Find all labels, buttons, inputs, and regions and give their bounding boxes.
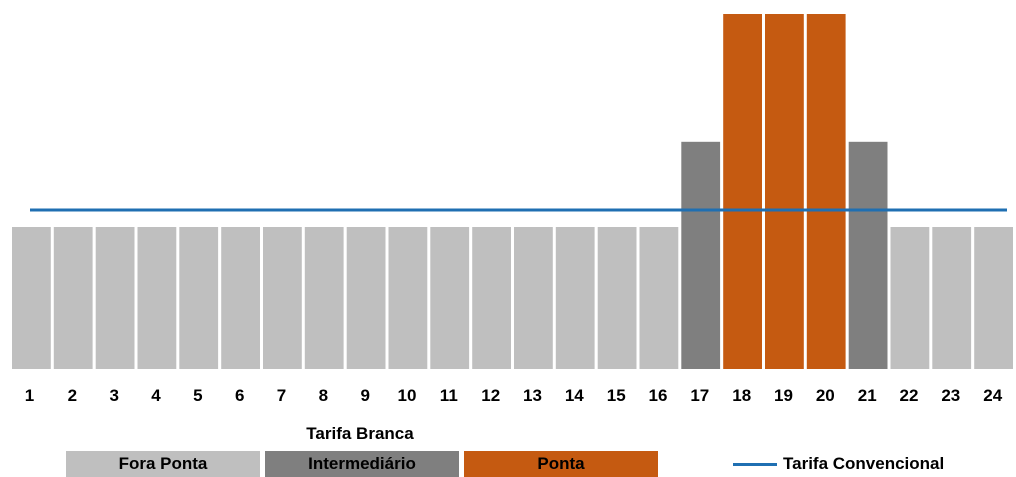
bar-hour-20 bbox=[806, 14, 846, 369]
legend-fora-ponta-label: Fora Ponta bbox=[118, 454, 208, 473]
bar-hour-5 bbox=[179, 227, 219, 369]
x-tick-label: 18 bbox=[732, 386, 751, 405]
x-tick-label: 2 bbox=[68, 386, 77, 405]
x-tick-label: 1 bbox=[25, 386, 34, 405]
x-tick-label: 22 bbox=[900, 386, 919, 405]
tariff-chart: 1 2 3 4 5 6 7 8 9 10 11 12 13 14 15 16 17 18 19 20 21 22 23 24 … bbox=[12, 14, 1013, 443]
bar-hour-7 bbox=[263, 227, 302, 369]
bar-hour-6 bbox=[221, 227, 260, 369]
bar-hour-3 bbox=[95, 227, 135, 369]
x-tick-label: 17 bbox=[690, 386, 709, 405]
legend-intermediario-label: Intermediário bbox=[308, 454, 416, 473]
x-tick-label: 8 bbox=[319, 386, 328, 405]
bar-hour-14 bbox=[555, 227, 595, 369]
bar-hour-24 bbox=[974, 227, 1013, 369]
legend-tarifa-convencional-label: Tarifa Convencional bbox=[783, 454, 945, 473]
bar-hour-18 bbox=[723, 14, 762, 369]
x-tick-labels: 1 2 3 4 5 6 7 8 9 10 11 12 13 14 15 16 17 18 19 20 21 22 23 24 bbox=[25, 386, 1003, 405]
legend-tarifa-convencional: Tarifa Convencional bbox=[733, 451, 1013, 477]
x-tick-label: 15 bbox=[607, 386, 626, 405]
bar-hour-4 bbox=[137, 227, 177, 369]
x-tick-label: 13 bbox=[523, 386, 542, 405]
bar-hour-23 bbox=[932, 227, 972, 369]
x-tick-label: 23 bbox=[941, 386, 960, 405]
bar-hour-8 bbox=[304, 227, 344, 369]
bar-hour-17 bbox=[681, 141, 721, 369]
bar-hour-1 bbox=[12, 227, 51, 369]
x-tick-label: 21 bbox=[858, 386, 877, 405]
x-tick-label: 7 bbox=[277, 386, 286, 405]
legend-ponta-label: Ponta bbox=[537, 454, 585, 473]
x-axis-title: Tarifa Branca bbox=[306, 424, 414, 443]
legend-line-swatch bbox=[733, 462, 777, 466]
x-tick-label: 16 bbox=[649, 386, 668, 405]
bar-hour-2 bbox=[53, 227, 93, 369]
x-tick-label: 9 bbox=[360, 386, 369, 405]
x-tick-label: 4 bbox=[151, 386, 161, 405]
x-tick-label: 14 bbox=[565, 386, 584, 405]
bar-hour-15 bbox=[597, 227, 637, 369]
bar-hour-16 bbox=[639, 227, 679, 369]
x-tick-label: 11 bbox=[440, 386, 458, 405]
x-tick-label: 12 bbox=[481, 386, 500, 405]
bar-hour-19 bbox=[765, 14, 804, 369]
x-tick-label: 24 bbox=[983, 386, 1002, 405]
legend-ponta: Ponta bbox=[464, 451, 658, 477]
legend-fora-ponta: Fora Ponta bbox=[66, 451, 260, 477]
x-tick-label: 3 bbox=[109, 386, 118, 405]
bar-hour-13 bbox=[514, 227, 553, 369]
bar-hour-22 bbox=[890, 227, 930, 369]
x-tick-label: 6 bbox=[235, 386, 244, 405]
x-tick-label: 5 bbox=[193, 386, 202, 405]
x-tick-label: 20 bbox=[816, 386, 835, 405]
bars-group bbox=[12, 14, 1013, 369]
bar-hour-12 bbox=[472, 227, 511, 369]
bar-hour-11 bbox=[430, 227, 470, 369]
legend-intermediario: Intermediário bbox=[265, 451, 459, 477]
bar-hour-10 bbox=[388, 227, 428, 369]
x-tick-label: 19 bbox=[774, 386, 793, 405]
bar-hour-21 bbox=[848, 141, 888, 369]
x-tick-label: 10 bbox=[398, 386, 417, 405]
bar-hour-9 bbox=[346, 227, 386, 369]
